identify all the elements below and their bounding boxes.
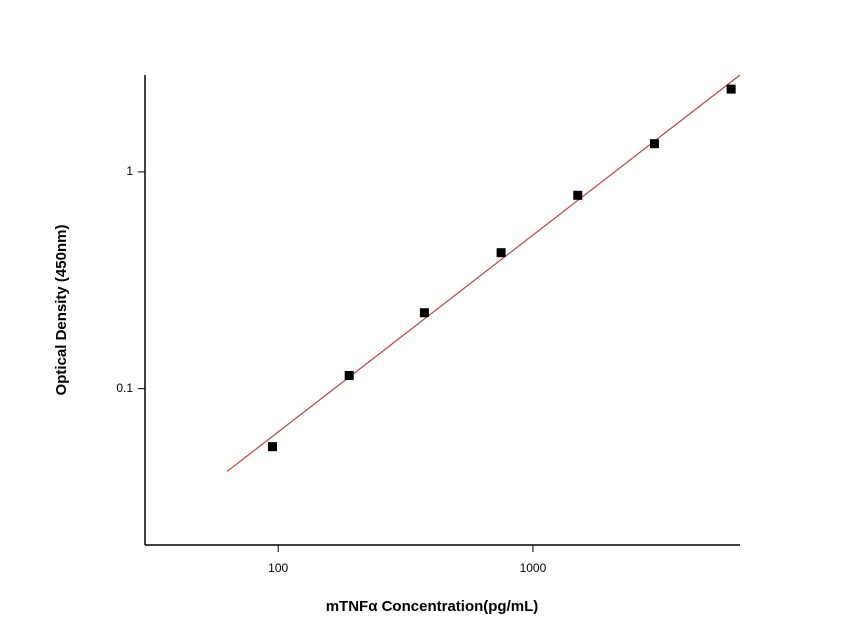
data-point xyxy=(573,190,583,200)
data-point xyxy=(268,442,278,452)
x-tick-label: 100 xyxy=(268,561,288,575)
x-axis-title: mTNFα Concentration(pg/mL) xyxy=(326,598,539,615)
data-point xyxy=(726,84,736,94)
y-axis-title: Optical Density (450nm) xyxy=(53,225,70,396)
fit-line xyxy=(226,74,741,472)
data-point xyxy=(496,248,506,258)
data-point xyxy=(649,139,659,149)
x-tick-label: 1000 xyxy=(520,561,547,575)
y-tick-label: 0.1 xyxy=(116,381,133,395)
y-tick-label: 1 xyxy=(126,164,133,178)
data-point xyxy=(419,308,429,318)
data-point xyxy=(344,371,354,381)
